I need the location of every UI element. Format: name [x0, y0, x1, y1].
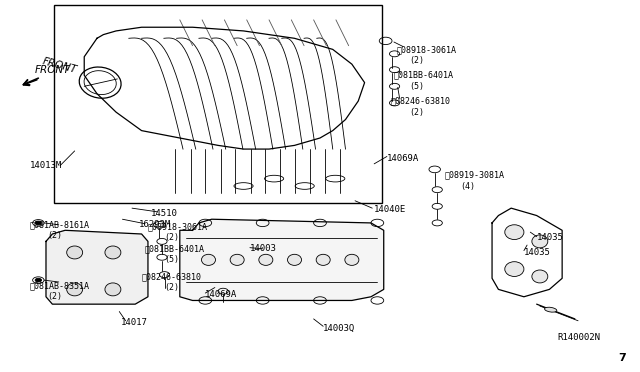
Ellipse shape	[316, 254, 330, 265]
Ellipse shape	[259, 254, 273, 265]
Text: Ⓑ081BB-6401A: Ⓑ081BB-6401A	[394, 71, 453, 80]
Text: FRONT: FRONT	[41, 57, 78, 75]
Text: FRONT: FRONT	[35, 65, 70, 75]
Ellipse shape	[505, 225, 524, 240]
Circle shape	[35, 278, 42, 282]
Text: 14003: 14003	[250, 244, 276, 253]
Text: (5): (5)	[164, 255, 179, 264]
Text: Ⓑ081AB-8161A: Ⓑ081AB-8161A	[30, 220, 90, 229]
Ellipse shape	[105, 246, 121, 259]
Text: (2): (2)	[409, 56, 424, 65]
Text: 14510: 14510	[151, 209, 178, 218]
Ellipse shape	[545, 307, 557, 312]
Text: 16293M: 16293M	[138, 220, 171, 229]
Text: ⓝ08918-3061A: ⓝ08918-3061A	[396, 45, 456, 54]
Polygon shape	[180, 219, 384, 301]
Polygon shape	[46, 230, 148, 304]
Text: (2): (2)	[164, 283, 179, 292]
Text: Ⓑ081AB-8351A: Ⓑ081AB-8351A	[30, 281, 90, 290]
Text: Ⓑ081BB-6401A: Ⓑ081BB-6401A	[145, 244, 205, 253]
Ellipse shape	[230, 254, 244, 265]
Text: Ⓝ08246-63810: Ⓝ08246-63810	[390, 97, 450, 106]
Ellipse shape	[287, 254, 301, 265]
Text: 14069A: 14069A	[205, 291, 237, 299]
Text: (4): (4)	[460, 182, 475, 190]
Text: (5): (5)	[409, 82, 424, 91]
Text: 7: 7	[618, 353, 626, 363]
Text: 14035: 14035	[524, 248, 551, 257]
Text: (2): (2)	[164, 233, 179, 242]
Text: 14035: 14035	[537, 233, 564, 242]
Text: R140002N: R140002N	[557, 333, 600, 342]
Ellipse shape	[105, 283, 121, 296]
Ellipse shape	[202, 254, 216, 265]
Text: 14040E: 14040E	[374, 205, 406, 215]
Text: (2): (2)	[409, 108, 424, 117]
Text: 14003Q: 14003Q	[323, 324, 355, 333]
Ellipse shape	[532, 270, 548, 283]
Text: (2): (2)	[47, 292, 62, 301]
Text: (2): (2)	[47, 231, 62, 240]
Ellipse shape	[532, 235, 548, 248]
Ellipse shape	[67, 246, 83, 259]
Text: 14069A: 14069A	[387, 154, 419, 163]
Text: 14013M: 14013M	[30, 161, 62, 170]
Ellipse shape	[345, 254, 359, 265]
Text: ⓝ08918-3061A: ⓝ08918-3061A	[148, 222, 208, 231]
Ellipse shape	[505, 262, 524, 276]
Text: 14017: 14017	[121, 318, 148, 327]
Circle shape	[35, 221, 42, 225]
Ellipse shape	[67, 283, 83, 296]
Text: Ⓝ08246-63810: Ⓝ08246-63810	[141, 272, 202, 281]
Text: ⓝ08919-3081A: ⓝ08919-3081A	[444, 170, 504, 179]
